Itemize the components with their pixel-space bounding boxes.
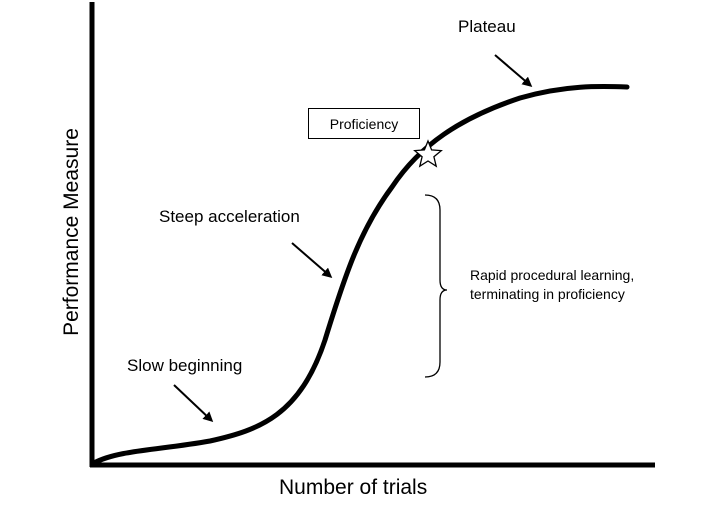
curly-brace — [424, 194, 448, 378]
plateau-label: Plateau — [458, 17, 516, 36]
plateau-arrow — [494, 54, 533, 87]
slow-beginning-arrow — [173, 384, 214, 423]
proficiency-label: Proficiency — [329, 116, 399, 132]
star-icon — [413, 139, 443, 168]
x-axis-label: Number of trials — [279, 476, 428, 499]
steep-acceleration-label: Steep acceleration — [159, 207, 300, 226]
rapid-learning-label: Rapid procedural learning, terminating i… — [470, 267, 635, 302]
proficiency-box: Proficiency — [308, 108, 420, 139]
learning-curve — [91, 83, 630, 466]
slow-beginning-label: Slow beginning — [127, 356, 243, 375]
y-axis-label: Performance Measure — [60, 128, 83, 336]
steep-acceleration-arrow — [291, 242, 333, 278]
